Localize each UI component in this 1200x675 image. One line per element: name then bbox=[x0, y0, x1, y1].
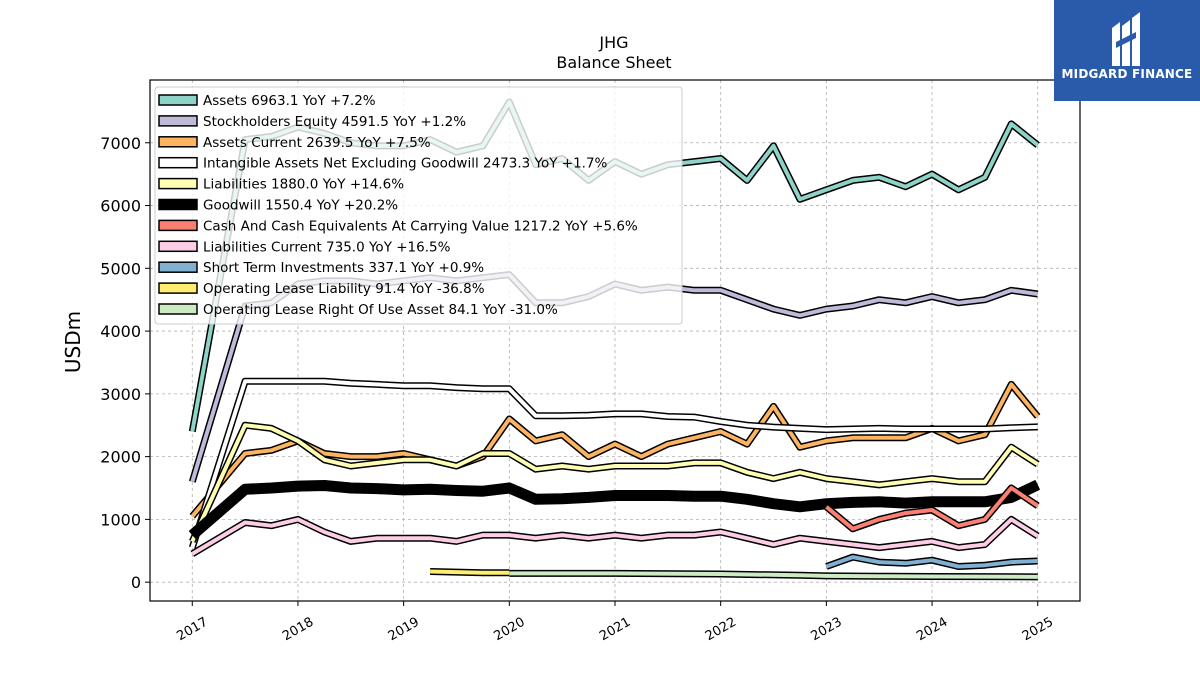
y-tick-label: 3000 bbox=[100, 385, 141, 404]
legend-swatch bbox=[158, 240, 198, 253]
legend-swatch bbox=[158, 136, 198, 148]
y-tick-label: 1000 bbox=[100, 510, 141, 529]
y-tick-label: 2000 bbox=[100, 448, 141, 467]
x-tick-label: 2023 bbox=[809, 615, 845, 645]
series-line bbox=[825, 555, 1038, 569]
x-tick-label: 2020 bbox=[491, 615, 527, 645]
legend-swatch bbox=[158, 219, 198, 232]
brand-logo-mark-icon bbox=[1112, 12, 1140, 66]
x-tick-label: 2018 bbox=[280, 615, 316, 645]
y-tick-label: 6000 bbox=[100, 197, 141, 216]
series-line bbox=[190, 379, 1038, 549]
brand-logo: MIDGARD FINANCE bbox=[1054, 0, 1200, 101]
y-tick-label: 4000 bbox=[100, 322, 141, 341]
y-tick-label: 7000 bbox=[100, 134, 141, 153]
legend-swatch bbox=[158, 156, 198, 169]
legend-entry: Goodwill 1550.4 YoY +20.2% bbox=[203, 198, 398, 214]
legend-entry: Short Term Investments 337.1 YoY +0.9% bbox=[203, 260, 484, 276]
chart-title: JHG bbox=[598, 33, 628, 52]
brand-logo-text: MIDGARD FINANCE bbox=[1061, 67, 1193, 81]
x-tick-label: 2017 bbox=[174, 615, 210, 645]
legend-swatch bbox=[158, 303, 198, 315]
y-tick-label: 0 bbox=[131, 573, 141, 592]
y-axis-label: USDm bbox=[61, 311, 85, 373]
x-tick-label: 2021 bbox=[597, 615, 633, 645]
legend-swatch bbox=[158, 198, 198, 211]
series-line bbox=[191, 517, 1039, 556]
y-tick-label: 5000 bbox=[100, 259, 141, 278]
legend-entry: Assets Current 2639.5 YoY +7.5% bbox=[203, 135, 431, 151]
x-tick-label: 2019 bbox=[386, 615, 422, 645]
grid bbox=[150, 80, 1080, 601]
legend-entry: Assets 6963.1 YoY +7.2% bbox=[203, 93, 376, 109]
x-tick-label: 2022 bbox=[703, 615, 739, 645]
ticks: 0 1000 2000 3000 4000 5000 6000 7000 2017 2018 201… bbox=[100, 134, 1056, 644]
legend-entry: Liabilities 1880.0 YoY +14.6% bbox=[203, 177, 404, 193]
legend-entry: Operating Lease Liability 91.4 YoY -36.8… bbox=[203, 281, 485, 297]
legend-swatch bbox=[158, 115, 198, 127]
x-tick-label: 2024 bbox=[914, 615, 950, 645]
series-line bbox=[430, 569, 510, 575]
series-line bbox=[190, 382, 1040, 518]
series-line bbox=[190, 423, 1039, 543]
legend-entry: Stockholders Equity 4591.5 YoY +1.2% bbox=[203, 114, 466, 130]
legend: Assets 6963.1 YoY +7.2% Stockholders Equi… bbox=[154, 86, 683, 325]
legend-swatch bbox=[158, 177, 198, 190]
series-line bbox=[189, 481, 1040, 539]
legend-box bbox=[154, 86, 683, 325]
series-line bbox=[509, 571, 1038, 579]
legend-entry: Cash And Cash Equivalents At Carrying Va… bbox=[203, 218, 638, 234]
legend-entry: Intangible Assets Net Excluding Goodwill… bbox=[203, 156, 608, 172]
legend-swatch bbox=[158, 282, 198, 294]
legend-swatch bbox=[158, 94, 198, 106]
legend-entry: Liabilities Current 735.0 YoY +16.5% bbox=[203, 239, 451, 255]
legend-entry: Operating Lease Right Of Use Asset 84.1 … bbox=[203, 302, 558, 318]
chart-subtitle: Balance Sheet bbox=[556, 53, 671, 72]
x-tick-label: 2025 bbox=[1020, 615, 1056, 645]
legend-swatch bbox=[158, 261, 198, 273]
series-line bbox=[825, 486, 1039, 531]
